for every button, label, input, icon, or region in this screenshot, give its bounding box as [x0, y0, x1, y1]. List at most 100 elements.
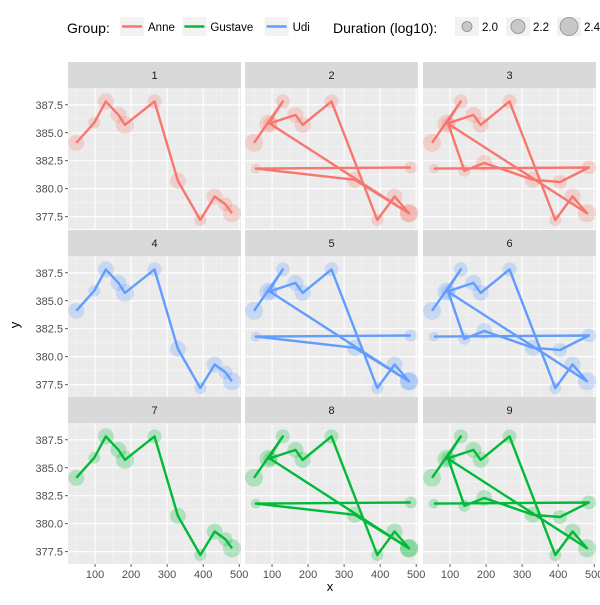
y-tick-label: 377.5 — [35, 547, 63, 559]
panel-background — [423, 88, 596, 229]
y-tick-label: 382.5 — [35, 156, 63, 168]
x-tick-label: 200 — [122, 569, 140, 581]
y-axis-title: y — [7, 321, 22, 328]
facet-strip-label: 5 — [328, 238, 334, 250]
facet-strip-label: 3 — [506, 70, 512, 82]
series-line-udi — [431, 268, 590, 390]
data-point — [222, 204, 241, 223]
facet-strip — [423, 397, 596, 423]
y-tick-label: 382.5 — [35, 324, 63, 336]
x-tick-label: 500 — [407, 569, 425, 581]
series-line-gustave — [253, 435, 411, 557]
facet-panel-7: 7 377.5 380.0 382.5 385.0 387.5 100 200 300 400 50… — [35, 397, 248, 581]
series-line-gustave — [75, 435, 233, 557]
panel-background — [68, 423, 241, 564]
facet-strip-label: 7 — [151, 405, 157, 417]
facet-strip-label: 2 — [328, 70, 334, 82]
y-tick-label: 387.5 — [35, 100, 63, 112]
panel-background — [423, 256, 596, 397]
x-tick-label: 300 — [335, 569, 353, 581]
data-point — [423, 133, 442, 152]
facet-strip — [245, 397, 418, 423]
facet-strip — [245, 230, 418, 256]
x-tick-label: 400 — [371, 569, 389, 581]
legend: Group: Anne Gustave Udi Duration (log10): 2.0… — [67, 17, 600, 36]
x-tick-label: 400 — [549, 569, 567, 581]
series-line-anne — [253, 100, 411, 222]
facet-panel-6: 6 — [423, 230, 596, 397]
data-point — [245, 301, 264, 320]
x-tick-label: 200 — [477, 569, 495, 581]
x-tick-label: 100 — [86, 569, 104, 581]
y-tick-label: 387.5 — [35, 435, 63, 447]
panel-background — [423, 423, 596, 564]
facet-strip — [423, 230, 596, 256]
facet-strip — [68, 230, 241, 256]
y-tick-label: 377.5 — [35, 380, 63, 392]
x-axis-title: x — [327, 579, 334, 594]
x-tick-label: 300 — [158, 569, 176, 581]
facet-panel-5: 5 — [245, 230, 418, 397]
legend-size-label: 2.0 — [482, 22, 498, 34]
legend-size-circle — [510, 19, 526, 34]
series-line-anne — [75, 100, 233, 222]
x-tick-label: 500 — [230, 569, 248, 581]
legend-size-label: 2.2 — [533, 22, 549, 34]
data-point — [222, 539, 241, 558]
y-tick-label: 385.0 — [35, 128, 63, 140]
panel-background — [245, 423, 418, 564]
x-tick-label: 100 — [263, 569, 281, 581]
legend-size-circle — [461, 21, 473, 32]
legend-label-udi: Udi — [293, 22, 310, 34]
y-tick-label: 387.5 — [35, 268, 63, 280]
facet-panel-2: 2 — [245, 62, 418, 229]
y-tick-label: 380.0 — [35, 184, 63, 196]
legend-size-circle — [559, 17, 579, 36]
legend-size-label: 2.4 — [584, 22, 600, 34]
facet-strip-label: 6 — [506, 238, 512, 250]
x-tick-label: 500 — [585, 569, 600, 581]
legend-label-anne: Anne — [148, 22, 175, 34]
facet-panel-3: 3 — [423, 62, 596, 229]
data-point — [423, 468, 442, 487]
y-tick-label: 385.0 — [35, 296, 63, 308]
x-tick-label: 100 — [441, 569, 459, 581]
y-tick-label: 377.5 — [35, 212, 63, 224]
x-tick-label: 400 — [194, 569, 212, 581]
panel-background — [68, 88, 241, 229]
facet-strip — [68, 62, 241, 88]
legend-label-gustave: Gustave — [210, 22, 253, 34]
panel-background — [68, 256, 241, 397]
facet-strip-label: 9 — [506, 405, 512, 417]
y-tick-label: 380.0 — [35, 519, 63, 531]
facet-strip — [423, 62, 596, 88]
series-line-udi — [75, 268, 233, 390]
series-line-udi — [253, 268, 411, 390]
data-point — [423, 301, 442, 320]
facet-strip-label: 8 — [328, 405, 334, 417]
facet-strip — [245, 62, 418, 88]
panel-background — [245, 256, 418, 397]
facet-strip — [68, 397, 241, 423]
facet-strip-label: 4 — [151, 238, 157, 250]
facet-panel-8: 8 100 200 300 400 500 — [245, 397, 425, 581]
facet-strip-label: 1 — [151, 70, 157, 82]
series-line-gustave — [431, 435, 590, 557]
legend-size-title: Duration (log10): — [333, 20, 437, 36]
data-point — [222, 372, 241, 391]
facet-panel-4: 4 377.5 380.0 382.5 385.0 387.5 — [35, 230, 241, 397]
facet-panel-9: 9 100 200 300 400 500 — [423, 397, 600, 581]
y-tick-label: 380.0 — [35, 352, 63, 364]
panel-background — [245, 88, 418, 229]
series-line-anne — [431, 100, 590, 222]
y-tick-label: 382.5 — [35, 491, 63, 503]
x-tick-label: 200 — [299, 569, 317, 581]
data-point — [245, 468, 264, 487]
y-tick-label: 385.0 — [35, 463, 63, 475]
legend-group-title: Group: — [67, 20, 110, 36]
data-point — [245, 133, 264, 152]
x-tick-label: 300 — [513, 569, 531, 581]
facet-panel-1: 1 377.5 380.0 382.5 385.0 387.5 — [35, 62, 241, 229]
